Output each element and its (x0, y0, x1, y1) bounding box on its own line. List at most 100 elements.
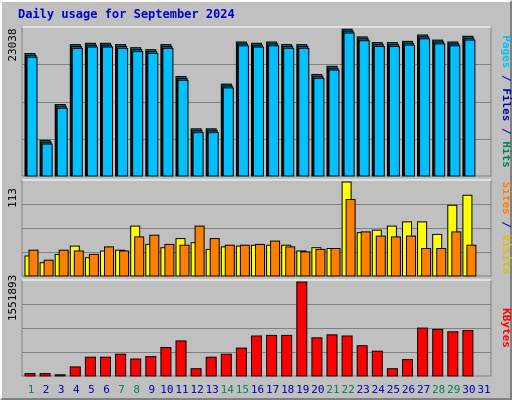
bar-kbytes-day-28 (432, 328, 444, 377)
page-title: Daily usage for September 2024 (18, 7, 235, 21)
bar-pages-day-5 (86, 46, 98, 177)
x-tick-label-16: 16 (251, 383, 264, 396)
bar-kbytes-day-1 (24, 373, 36, 377)
bar-kbytes-day-8 (130, 358, 142, 377)
bar-sites-day-10 (164, 243, 175, 277)
bar-sites-day-19 (300, 251, 311, 277)
bar-sites-day-27 (421, 248, 432, 277)
x-tick-label-20: 20 (311, 383, 324, 396)
bar-sites-day-14 (224, 244, 235, 277)
bar-pages-day-3 (56, 107, 68, 177)
bar-kbytes-day-16 (251, 335, 262, 377)
bar-pages-day-7 (117, 47, 129, 177)
legend-entry-2: Files (500, 88, 512, 121)
legend-entry-1: / (500, 215, 512, 235)
bar-kbytes-day-26 (402, 359, 413, 377)
bar-kbytes-day-25 (386, 368, 398, 377)
bar-sites-day-9 (149, 234, 160, 277)
bar-kbytes-day-21 (326, 334, 338, 377)
bar-pages-day-8 (132, 51, 144, 177)
x-tick-label-14: 14 (221, 383, 235, 396)
bar-sites-day-20 (315, 248, 326, 277)
bar-kbytes-day-14 (220, 353, 232, 377)
bar-kbytes-day-23 (356, 345, 368, 377)
bar-kbytes-day-20 (311, 337, 323, 377)
x-tick-label-3: 3 (58, 383, 65, 396)
bar-sites-day-7 (119, 250, 130, 277)
legend-entry-2: Visits (500, 235, 512, 275)
x-tick-label-2: 2 (43, 383, 50, 396)
bar-pages-day-12 (192, 132, 204, 177)
bar-kbytes-day-27 (417, 327, 429, 377)
bar-pages-day-6 (102, 46, 113, 177)
bar-pages-day-15 (237, 45, 249, 177)
bar-kbytes-day-3 (54, 374, 66, 377)
x-tick-label-17: 17 (266, 383, 279, 396)
bar-sites-day-30 (466, 244, 477, 277)
bar-sites-day-25 (390, 236, 401, 277)
x-tick-label-19: 19 (296, 383, 309, 396)
bar-sites-day-16 (255, 243, 265, 277)
bar-pages-day-4 (71, 47, 83, 177)
x-tick-label-25: 25 (387, 383, 400, 396)
x-tick-label-10: 10 (160, 383, 173, 396)
x-tick-label-22: 22 (341, 383, 354, 396)
bar-pages-day-30 (464, 39, 476, 177)
bar-kbytes-day-9 (145, 356, 157, 377)
x-tick-label-4: 4 (73, 383, 80, 396)
bar-kbytes-day-11 (175, 340, 187, 377)
bar-pages-day-25 (388, 46, 400, 177)
bar-pages-day-13 (207, 132, 219, 177)
bar-pages-day-17 (268, 45, 280, 177)
bar-pages-day-18 (283, 47, 295, 177)
x-tick-label-26: 26 (402, 383, 415, 396)
x-tick-label-31: 31 (477, 383, 490, 396)
x-tick-label-12: 12 (190, 383, 203, 396)
bar-kbytes-day-24 (371, 350, 383, 377)
x-tick-label-8: 8 (133, 383, 140, 396)
bar-sites-day-2 (43, 259, 54, 277)
y-max-label-visits-sites: 113 (6, 188, 19, 208)
x-tick-label-27: 27 (417, 383, 430, 396)
bar-kbytes-day-6 (100, 356, 111, 377)
legend-entry-3: / (500, 121, 512, 141)
bar-kbytes-day-22 (341, 335, 353, 377)
bar-kbytes-day-15 (235, 347, 247, 377)
x-tick-label-15: 15 (236, 383, 249, 396)
bar-sites-day-23 (360, 231, 371, 277)
x-tick-label-5: 5 (88, 383, 95, 396)
bar-kbytes-day-12 (190, 368, 202, 377)
bar-pages-day-21 (328, 69, 340, 177)
bar-sites-day-5 (88, 253, 99, 277)
bar-pages-day-26 (404, 44, 415, 177)
bar-sites-day-26 (406, 235, 416, 277)
legend-entry-1: / (500, 68, 512, 88)
bar-pages-day-22 (343, 32, 355, 177)
bar-pages-day-14 (222, 87, 234, 177)
bar-kbytes-day-5 (84, 356, 96, 377)
x-tick-label-11: 11 (175, 383, 188, 396)
bar-kbytes-day-30 (462, 330, 474, 377)
x-tick-label-7: 7 (118, 383, 125, 396)
bar-kbytes-day-17 (266, 334, 278, 377)
legend-entry-0: KBytes (500, 308, 512, 348)
bar-sites-day-4 (73, 250, 84, 277)
bar-pages-day-9 (147, 53, 159, 177)
bar-sites-day-3 (58, 249, 69, 277)
bar-pages-day-19 (298, 47, 310, 177)
bar-kbytes-day-4 (69, 366, 81, 377)
bar-kbytes-day-18 (281, 334, 293, 377)
bar-kbytes-day-19 (296, 281, 308, 377)
bar-pages-day-29 (449, 45, 461, 177)
x-tick-label-24: 24 (372, 383, 386, 396)
bar-sites-day-6 (104, 246, 114, 277)
y-max-label-hits-files-pages: 23038 (6, 28, 19, 61)
legend-hits-files-pages: Pages / Files / Hits (500, 35, 512, 168)
bar-pages-day-27 (419, 38, 431, 177)
bar-sites-day-13 (209, 238, 220, 277)
bar-sites-day-21 (330, 248, 341, 277)
legend-visits-sites: Sites / Visits (500, 182, 512, 275)
x-tick-label-30: 30 (462, 383, 475, 396)
bar-kbytes-day-10 (160, 347, 172, 377)
